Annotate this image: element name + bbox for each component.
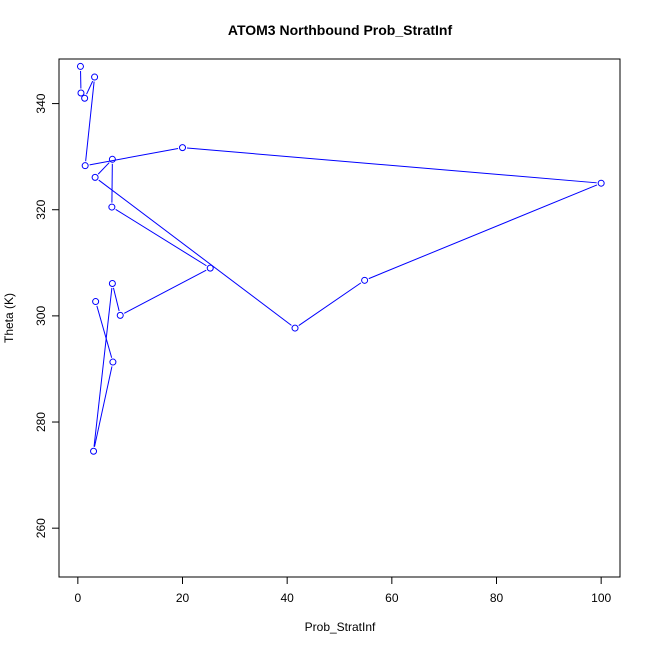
x-tick-label: 80 [490, 591, 504, 605]
chart-title: ATOM3 Northbound Prob_StratInf [228, 22, 453, 38]
series-line-segment [94, 288, 112, 447]
data-point [92, 174, 98, 180]
series-line-segment [187, 148, 597, 183]
series-line-segment [369, 185, 597, 279]
data-point [82, 163, 88, 169]
y-axis: 260 280 300 320 340 [34, 93, 59, 538]
x-tick-label: 20 [176, 591, 190, 605]
data-point [109, 281, 115, 287]
series-line-segment [124, 270, 206, 313]
series-line-segment [90, 148, 178, 164]
x-tick-label: 0 [74, 591, 81, 605]
series-line-segment [116, 209, 207, 265]
data-point [77, 63, 83, 69]
data-point [207, 265, 213, 271]
series-line-segment [299, 283, 361, 326]
x-tick-label: 60 [385, 591, 399, 605]
y-tick-label: 260 [34, 518, 48, 538]
data-point [110, 359, 116, 365]
series-line-segment [98, 163, 109, 175]
x-tick-label: 100 [591, 591, 611, 605]
data-point [117, 312, 123, 318]
y-tick-label: 340 [34, 93, 48, 113]
y-tick-label: 300 [34, 306, 48, 326]
y-tick-label: 280 [34, 412, 48, 432]
data-point [109, 156, 115, 162]
y-tick-label: 320 [34, 199, 48, 219]
data-point [91, 448, 97, 454]
series-line-segment [94, 366, 111, 446]
series-line-segment [87, 81, 93, 94]
series-line-segment [99, 180, 292, 325]
data-point [362, 277, 368, 283]
data-point [180, 145, 186, 151]
y-axis-label: Theta (K) [2, 293, 16, 343]
series-line-segment [113, 288, 119, 311]
data-point [78, 90, 84, 96]
series-layer [77, 63, 604, 454]
data-point [292, 325, 298, 331]
data-point [93, 299, 99, 305]
data-point [82, 95, 88, 101]
x-axis-label: Prob_StratInf [305, 620, 376, 634]
plot-frame [59, 59, 620, 577]
data-point [598, 180, 604, 186]
data-point [109, 204, 115, 210]
x-tick-label: 40 [280, 591, 294, 605]
data-point [92, 74, 98, 80]
x-axis: 0 20 40 60 80 100 [74, 577, 611, 605]
